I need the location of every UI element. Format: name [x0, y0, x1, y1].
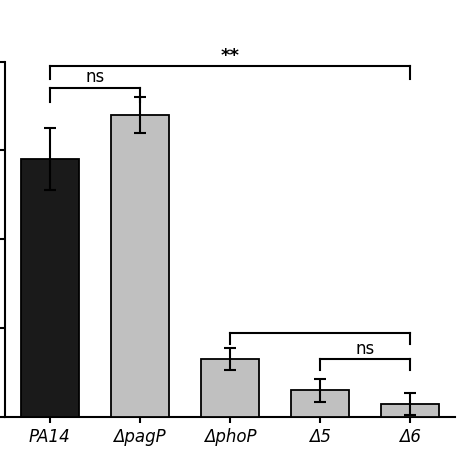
Text: ns: ns [356, 340, 374, 358]
Text: **: ** [220, 47, 239, 65]
Bar [381, 404, 439, 417]
Text: ns: ns [85, 68, 104, 86]
Bar [291, 391, 349, 417]
Bar [20, 159, 79, 417]
Bar [110, 115, 169, 417]
Bar [201, 359, 259, 417]
